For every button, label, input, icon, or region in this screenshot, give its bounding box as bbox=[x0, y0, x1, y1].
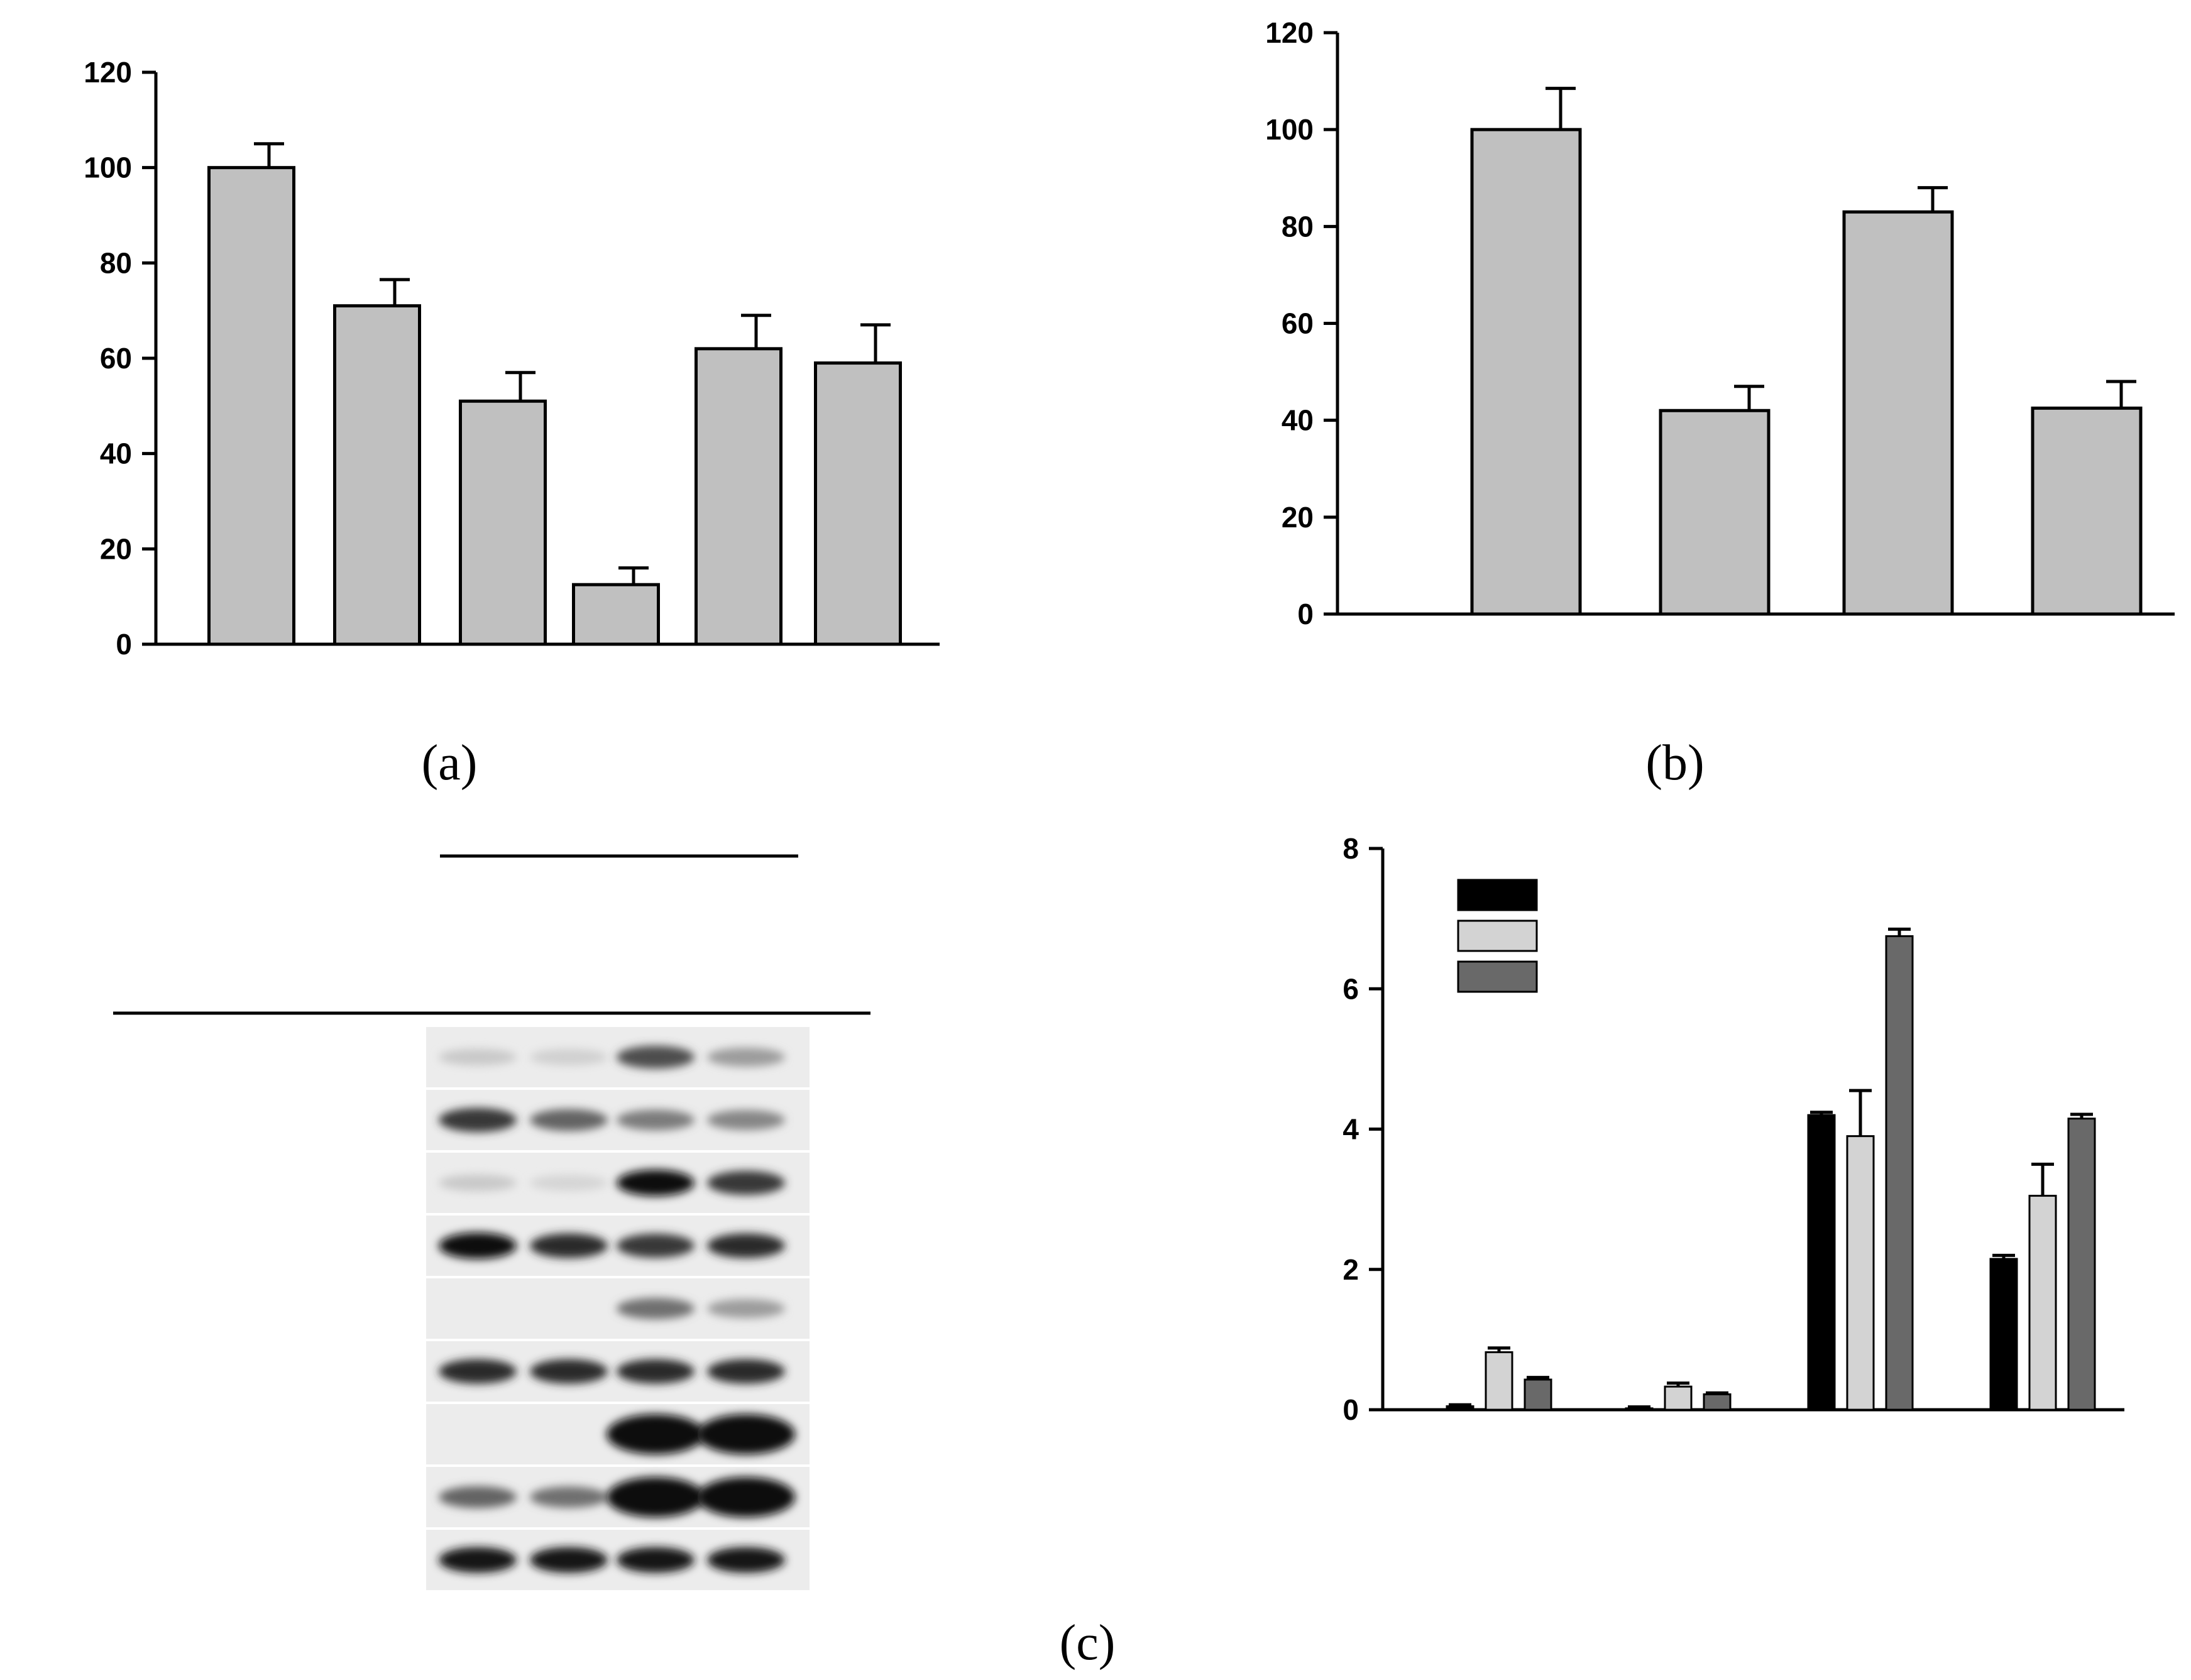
bar-p-p38 bbox=[1807, 1114, 1836, 1411]
blot-band bbox=[707, 1547, 785, 1573]
blot-band bbox=[530, 1233, 608, 1258]
caption-b: (b) bbox=[1645, 735, 1704, 791]
legend-swatch-p65 bbox=[1457, 960, 1538, 993]
bar-p50 bbox=[1664, 1385, 1693, 1411]
blot-band bbox=[707, 1233, 785, 1258]
bar bbox=[2031, 406, 2143, 616]
y-tick-label: 120 bbox=[84, 56, 132, 89]
blot-band bbox=[707, 1359, 785, 1384]
blot-band bbox=[617, 1547, 695, 1573]
bar-p65 bbox=[1885, 935, 1914, 1411]
y-tick-label: 20 bbox=[100, 532, 132, 565]
blot-band bbox=[617, 1298, 695, 1319]
blot-band bbox=[530, 1175, 608, 1191]
y-tick-label: 20 bbox=[1282, 501, 1314, 534]
y-tick-label: 0 bbox=[1297, 598, 1314, 630]
bar bbox=[1659, 409, 1771, 616]
bar-p50 bbox=[1485, 1351, 1513, 1411]
blot-band bbox=[617, 1233, 695, 1258]
blot-band bbox=[439, 1486, 517, 1508]
bar-control bbox=[207, 166, 295, 646]
blot-band bbox=[617, 1109, 695, 1131]
bar-p50 bbox=[1846, 1135, 1875, 1411]
blot-band bbox=[707, 1170, 785, 1195]
bar-p-p38 bbox=[1446, 1405, 1474, 1411]
blot-band bbox=[439, 1174, 517, 1192]
blot-band bbox=[707, 1047, 785, 1067]
blot-band bbox=[439, 1547, 517, 1573]
blot-band bbox=[617, 1170, 695, 1196]
blot-band bbox=[697, 1477, 795, 1517]
y-tick-label: 40 bbox=[100, 437, 132, 470]
blot-band bbox=[439, 1107, 517, 1133]
bar-irak1 bbox=[572, 583, 660, 646]
bar-p-p38 bbox=[1989, 1258, 2018, 1411]
y-tick-label: 60 bbox=[1282, 307, 1314, 340]
blot-band bbox=[607, 1414, 705, 1454]
blot-band bbox=[439, 1048, 517, 1066]
y-tick-label: 60 bbox=[100, 342, 132, 375]
caption-a: (a) bbox=[422, 735, 478, 791]
blot-band bbox=[530, 1486, 608, 1508]
blot-band bbox=[530, 1547, 608, 1573]
blot-band bbox=[697, 1414, 795, 1454]
y-tick-label: 40 bbox=[1282, 404, 1314, 437]
blot-band bbox=[707, 1109, 785, 1131]
blot-band bbox=[707, 1298, 785, 1319]
y-tick-label: 0 bbox=[1343, 1393, 1359, 1426]
y-tick-label: 4 bbox=[1343, 1113, 1359, 1146]
bar-tak1 bbox=[814, 361, 902, 646]
bar-p50 bbox=[2028, 1195, 2057, 1411]
panel-c-western-blot bbox=[113, 854, 870, 1590]
bar bbox=[1842, 210, 1954, 616]
panel-captions: (a) (b) (c) bbox=[422, 735, 1705, 1671]
panel-b-chart: 0 20 40 60 80 100 120 bbox=[1265, 16, 2175, 630]
legend-swatch-p50 bbox=[1457, 920, 1538, 952]
blot-band bbox=[439, 1359, 517, 1384]
y-tick-label: 80 bbox=[1282, 210, 1314, 243]
panel-c-chart: 0 2 4 6 8 bbox=[1343, 832, 2124, 1426]
panel-a-chart: 0 20 40 60 80 100 120 bbox=[84, 56, 940, 661]
y-tick-label: 2 bbox=[1343, 1253, 1359, 1286]
blot-band bbox=[607, 1477, 705, 1517]
y-tick-label: 120 bbox=[1265, 16, 1314, 49]
bar-src bbox=[333, 304, 421, 646]
blot-band bbox=[439, 1233, 517, 1259]
blot-band bbox=[530, 1359, 608, 1384]
bar bbox=[1470, 128, 1582, 616]
y-tick-label: 100 bbox=[1265, 113, 1314, 146]
caption-c: (c) bbox=[1060, 1615, 1116, 1671]
bar-irak4 bbox=[695, 347, 782, 646]
legend-swatch-p-p38 bbox=[1457, 879, 1538, 911]
bar-p65 bbox=[1703, 1393, 1732, 1411]
blot-band bbox=[530, 1109, 608, 1131]
y-tick-label: 80 bbox=[100, 246, 132, 279]
y-tick-label: 100 bbox=[84, 151, 132, 184]
bar-p-p38 bbox=[1625, 1407, 1654, 1411]
y-tick-label: 0 bbox=[116, 628, 132, 661]
blot-band bbox=[617, 1045, 695, 1069]
blot-band bbox=[617, 1359, 695, 1384]
bar-p65 bbox=[2067, 1117, 2096, 1411]
y-tick-label: 6 bbox=[1343, 972, 1359, 1005]
bar-syk bbox=[459, 399, 547, 646]
bar-p65 bbox=[1524, 1378, 1552, 1411]
blot-band bbox=[530, 1048, 608, 1066]
y-tick-label: 8 bbox=[1343, 832, 1359, 865]
